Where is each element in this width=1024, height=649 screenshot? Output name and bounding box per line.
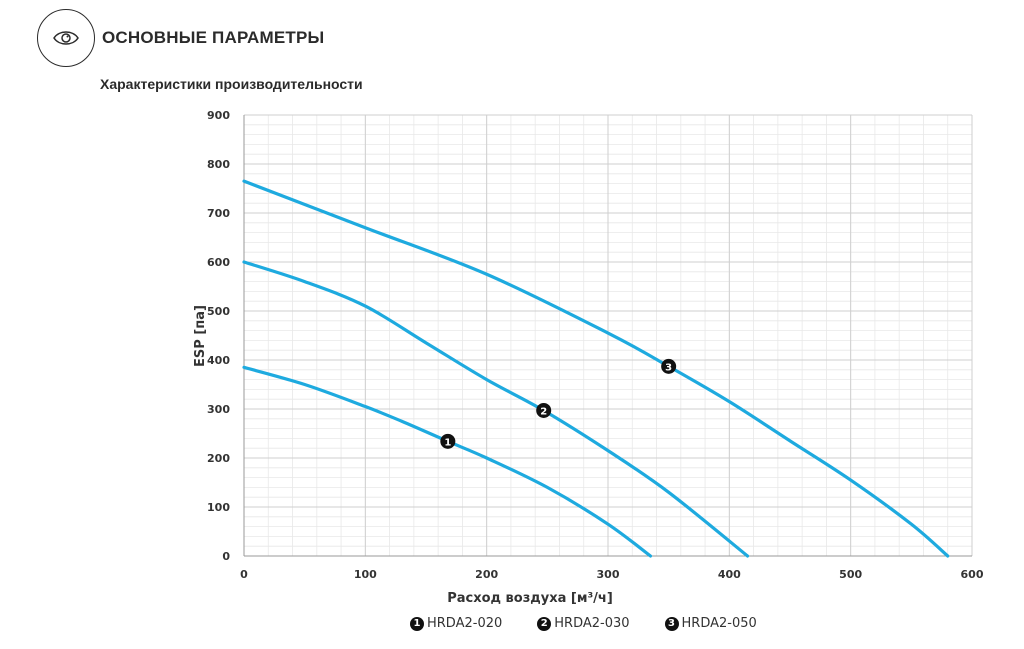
- section-title: Характеристики производительности: [100, 76, 363, 92]
- series-marker-label-3: 3: [665, 362, 672, 373]
- legend-item-1: 1 HRDA2-020: [410, 616, 502, 631]
- y-tick-label: 0: [222, 550, 230, 563]
- legend-marker-1: 1: [410, 616, 424, 631]
- y-tick-label: 600: [207, 256, 230, 269]
- chart-grid: [243, 114, 973, 557]
- y-tick-label: 200: [207, 452, 230, 465]
- x-axis-label: Расход воздуха [м³/ч]: [447, 591, 613, 606]
- series-line-1: [242, 365, 653, 558]
- y-tick-label: 500: [207, 305, 230, 318]
- chart-markers: 1 2 3: [440, 358, 677, 449]
- series-marker-label-1: 1: [444, 437, 451, 448]
- y-tick-label: 700: [207, 207, 230, 220]
- y-tick-label: 400: [207, 354, 230, 367]
- y-tick-label: 100: [207, 501, 230, 514]
- legend-marker-3: 3: [664, 616, 679, 631]
- series-line-3: [242, 179, 950, 558]
- legend-label-2: HRDA2-030: [554, 616, 630, 631]
- x-tick-label: 400: [718, 568, 741, 581]
- series-marker-3: [661, 358, 677, 374]
- chart-series: [242, 179, 950, 558]
- chart-legend: 1 HRDA2-020 2 HRDA2-030 3 HRDA2-050: [410, 616, 792, 631]
- y-axis-label: ESP [па]: [193, 305, 208, 367]
- page-title: ОСНОВНЫЕ ПАРАМЕТРЫ: [102, 28, 325, 47]
- legend-marker-2: 2: [537, 616, 552, 631]
- x-tick-label: 300: [597, 568, 620, 581]
- series-marker-label-2: 2: [540, 406, 547, 417]
- x-tick-label: 600: [961, 568, 984, 581]
- eye-icon: [53, 31, 79, 45]
- series-marker-1: [440, 433, 456, 449]
- x-tick-label: 500: [839, 568, 862, 581]
- header-icon-circle: [37, 9, 95, 67]
- x-tick-label: 100: [354, 568, 377, 581]
- legend-item-2: 2 HRDA2-030: [537, 616, 630, 631]
- x-tick-label: 200: [475, 568, 498, 581]
- y-tick-label: 300: [207, 403, 230, 416]
- x-tick-label: 0: [240, 568, 248, 581]
- chart-axes: 0 100 200 300 400 500 600 0 100 200 300 400 500 600 70…: [207, 109, 984, 581]
- legend-label-3: HRDA2-050: [681, 616, 757, 631]
- legend-item-3: 3 HRDA2-050: [664, 616, 757, 631]
- y-tick-label: 900: [207, 109, 230, 122]
- legend-label-1: HRDA2-020: [427, 616, 503, 631]
- series-marker-2: [536, 402, 552, 418]
- series-line-2: [242, 260, 750, 558]
- y-tick-label: 800: [207, 158, 230, 171]
